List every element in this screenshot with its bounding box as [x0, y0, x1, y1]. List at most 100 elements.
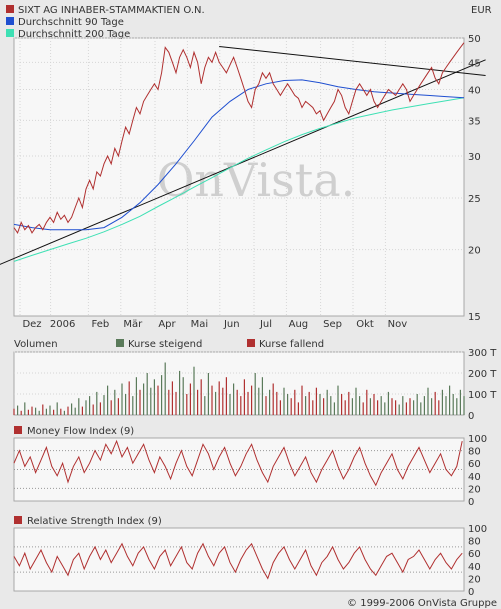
volume-bar — [373, 394, 375, 415]
volume-bar — [427, 387, 429, 415]
volume-title: Volumen — [14, 339, 58, 350]
price-xlabel: Feb — [92, 319, 110, 330]
volume-bar — [204, 396, 206, 415]
volume-bar — [348, 391, 350, 415]
volume-bar — [67, 406, 69, 415]
volume-bar — [333, 402, 335, 415]
volume-bar — [351, 398, 353, 415]
volume-bar — [369, 398, 371, 415]
osc-ytick: 60 — [468, 549, 481, 560]
volume-bar — [243, 379, 245, 415]
rsi-panel — [13, 527, 465, 592]
volume-bar — [107, 385, 109, 415]
legend-swatch-mfi — [14, 426, 22, 434]
volume-bar — [110, 400, 112, 415]
legend-swatch-rsi — [14, 516, 22, 524]
volume-bar — [143, 383, 145, 415]
volume-bar — [366, 389, 368, 415]
volume-bar — [315, 387, 317, 415]
volume-bar — [405, 402, 407, 415]
volume-bar — [125, 394, 127, 415]
legend-down: Kurse fallend — [259, 339, 324, 350]
osc-ytick: 0 — [468, 587, 474, 598]
volume-bar — [240, 396, 242, 415]
volume-bar — [402, 396, 404, 415]
volume-bar — [179, 370, 181, 415]
osc-ytick: 100 — [468, 434, 487, 445]
volume-ytick: 100 T — [468, 390, 497, 401]
volume-bar — [225, 377, 227, 415]
volume-bar — [431, 398, 433, 415]
volume-bar — [272, 383, 274, 415]
volume-bar — [146, 373, 148, 415]
volume-bar — [434, 391, 436, 415]
osc-ytick: 60 — [468, 459, 481, 470]
volume-bar — [287, 394, 289, 415]
volume-bar — [326, 389, 328, 415]
volume-bar — [189, 383, 191, 415]
volume-bar — [24, 402, 26, 415]
volume-bar — [308, 391, 310, 415]
legend-ma200: Durchschnitt 200 Tage — [18, 29, 130, 40]
volume-bar — [319, 394, 321, 415]
volume-bar — [99, 402, 101, 415]
volume-bar — [247, 391, 249, 415]
volume-bar — [391, 398, 393, 415]
volume-bar — [56, 402, 58, 415]
osc-ytick: 40 — [468, 562, 481, 573]
legend-swatch-price — [6, 5, 14, 13]
osc-ytick: 20 — [468, 484, 481, 495]
volume-bar — [355, 387, 357, 415]
volume-bar — [60, 408, 62, 415]
volume-bar — [186, 394, 188, 415]
osc-ytick: 100 — [468, 524, 487, 535]
volume-bar — [92, 404, 94, 415]
volume-bar — [445, 396, 447, 415]
volume-bar — [438, 400, 440, 415]
volume-bar — [452, 394, 454, 415]
volume-bar — [132, 396, 134, 415]
series-line-1 — [13, 79, 465, 231]
volume-bar — [211, 385, 213, 415]
volume-bar — [175, 391, 177, 415]
legend-ma90: Durchschnitt 90 Tage — [18, 17, 124, 28]
volume-bar — [254, 373, 256, 415]
volume-bar — [197, 389, 199, 415]
volume-bar — [359, 396, 361, 415]
price-xlabel: Apr — [158, 319, 176, 330]
price-ytick: 45 — [468, 58, 481, 69]
volume-bar — [49, 405, 51, 415]
volume-bar — [89, 396, 91, 415]
price-ytick: 20 — [468, 246, 481, 257]
osc-ytick: 80 — [468, 447, 481, 458]
volume-bar — [135, 377, 137, 415]
volume-bar — [251, 385, 253, 415]
volume-bar — [63, 410, 65, 415]
volume-bar — [128, 381, 130, 415]
volume-bar — [171, 381, 173, 415]
price-xlabel: 2006 — [50, 319, 75, 330]
volume-bar — [53, 409, 55, 415]
volume-bar — [164, 362, 166, 415]
volume-bar — [294, 389, 296, 415]
volume-bar — [398, 404, 400, 415]
volume-bar — [96, 391, 98, 415]
osc-ytick: 80 — [468, 537, 481, 548]
volume-panel — [13, 351, 465, 416]
trendline — [0, 59, 486, 265]
volume-bar — [103, 395, 105, 415]
volume-bar — [150, 387, 152, 415]
price-xlabel: Nov — [388, 319, 408, 330]
volume-bar — [305, 396, 307, 415]
legend-up: Kurse steigend — [128, 339, 202, 350]
volume-bar — [290, 398, 292, 415]
volume-bar — [114, 389, 116, 415]
volume-bar — [312, 400, 314, 415]
legend-swatch-ma200 — [6, 29, 14, 37]
price-xlabel: Sep — [323, 319, 342, 330]
mfi-title: Money Flow Index (9) — [27, 426, 134, 437]
osc-ytick: 0 — [468, 497, 474, 508]
price-xlabel: Aug — [289, 319, 309, 330]
volume-bar — [395, 400, 397, 415]
